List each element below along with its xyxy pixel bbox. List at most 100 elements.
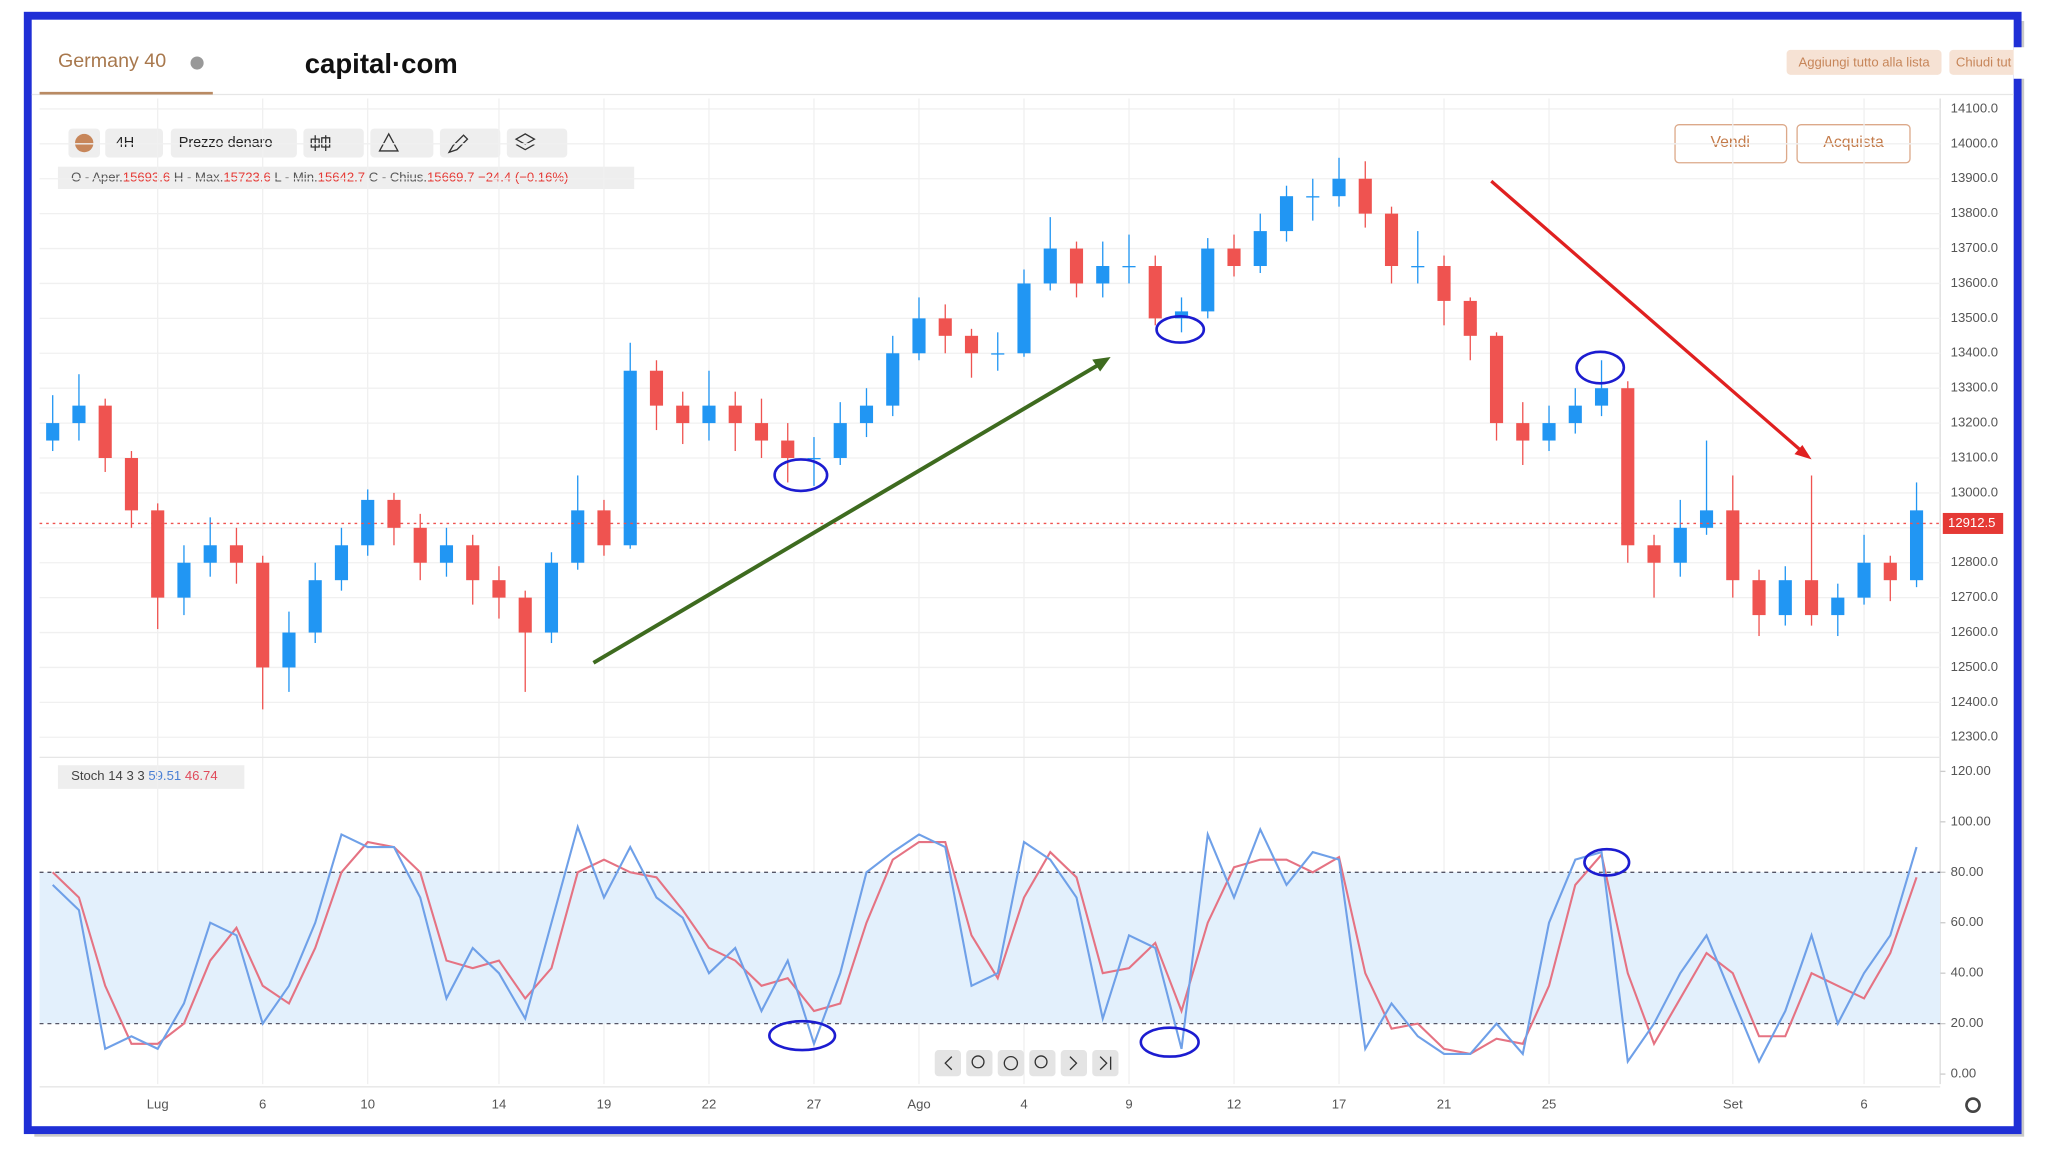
candle-body — [676, 405, 690, 424]
ohlc-label: O - Aper. — [71, 170, 123, 185]
ohlc-label: C - Chius. — [369, 170, 427, 185]
highlight-ellipse — [768, 1019, 837, 1052]
annotations — [592, 179, 1812, 1058]
x-tick-label: 25 — [1542, 1097, 1557, 1112]
candle-body — [1909, 510, 1924, 581]
draw-button[interactable] — [370, 128, 434, 158]
mask — [2013, 47, 2040, 79]
toolbar-icon — [514, 133, 536, 151]
candle-body — [649, 370, 664, 406]
nav-button[interactable] — [1092, 1050, 1119, 1077]
ohlc-info: O - Aper.15693.6 H - Max.15723.6 L - Min… — [71, 170, 568, 185]
candle-body — [1017, 283, 1031, 354]
candle-body — [177, 562, 191, 598]
candle-body — [1122, 266, 1136, 268]
x-tick-label: 9 — [1125, 1097, 1132, 1112]
ohlc-label: H - Max. — [174, 170, 224, 185]
y-tick-label: 120.00 — [1951, 763, 1991, 778]
stoch-k-value: 59.51 — [148, 769, 181, 784]
sell-label[interactable]: Vendi — [1710, 134, 1749, 151]
price-type-button[interactable] — [170, 128, 297, 158]
highlight-ellipse — [1155, 315, 1206, 344]
candle-body — [1043, 248, 1057, 284]
nav-icon — [1099, 1056, 1112, 1071]
nav-icon — [944, 1056, 953, 1071]
candle-body — [702, 405, 716, 424]
y-tick-label: 12700.0 — [1951, 589, 1998, 604]
zoom-in-button[interactable] — [1029, 1050, 1056, 1077]
trend-arrow-down — [1490, 179, 1805, 455]
candle-body — [1489, 335, 1504, 424]
candle-body — [1568, 405, 1582, 424]
candle-body — [1673, 527, 1687, 563]
y-tick-label: 12600.0 — [1951, 624, 1998, 639]
candle-body — [282, 632, 296, 668]
level-band — [39, 872, 1941, 1024]
candle-body — [334, 545, 349, 581]
candle-body — [1253, 231, 1267, 267]
ohlc-value: 15723.6 — [223, 170, 270, 185]
candle-body — [229, 545, 244, 563]
add-list-button[interactable] — [1786, 49, 1942, 75]
y-tick-label: 13900.0 — [1951, 170, 1998, 185]
x-tick-label: 10 — [360, 1097, 375, 1112]
price-type-label[interactable]: Prezzo denaro — [179, 135, 273, 151]
candle-body — [387, 499, 401, 528]
toolbar-icon — [378, 132, 400, 152]
x-tick-label: Lug — [147, 1097, 169, 1112]
buy-label[interactable]: Acquista — [1823, 134, 1884, 151]
candle-body — [1621, 388, 1635, 546]
close-button[interactable] — [1949, 49, 2029, 75]
candle-body — [1384, 213, 1399, 267]
y-tick-label: 12400.0 — [1951, 694, 1998, 709]
arrow-head — [1794, 444, 1812, 460]
y-tick-label: 40.00 — [1951, 965, 1984, 980]
settings-icon[interactable] — [1965, 1097, 1981, 1114]
candle-body — [361, 499, 375, 546]
zoom-out-button[interactable] — [966, 1050, 993, 1077]
candle-body — [754, 423, 769, 441]
interval-button[interactable] — [105, 128, 163, 158]
y-tick-label: 12300.0 — [1951, 729, 1998, 744]
candle-body — [439, 545, 454, 563]
x-tick-label: 27 — [807, 1097, 822, 1112]
chart-type-button[interactable] — [303, 128, 364, 158]
nav-icon — [971, 1055, 985, 1069]
x-tick-label: 6 — [259, 1097, 266, 1112]
nav-button[interactable] — [1060, 1050, 1088, 1077]
logo: capital·com — [305, 48, 458, 79]
tab-close[interactable] — [190, 56, 204, 70]
candle-body — [124, 458, 139, 511]
toolbar-icon — [75, 133, 94, 153]
candle-body — [1201, 248, 1215, 312]
y-tick-label: 14000.0 — [1951, 135, 1998, 150]
candle-body — [1437, 266, 1451, 301]
candle-body — [571, 510, 585, 563]
candle-body — [886, 353, 900, 406]
y-tick-label: 13500.0 — [1951, 310, 1998, 325]
candle-body — [1148, 266, 1162, 319]
highlight-ellipse — [1139, 1026, 1200, 1058]
candle-body — [728, 405, 742, 424]
highlight-ellipse — [773, 458, 829, 493]
x-tick-label: 21 — [1437, 1097, 1452, 1112]
candle-body — [833, 423, 847, 459]
interval-label[interactable]: 4H — [116, 135, 134, 151]
nav-button[interactable] — [934, 1050, 961, 1077]
pen-button[interactable] — [439, 128, 501, 158]
candle-body — [1778, 580, 1792, 616]
tab-title[interactable]: Germany 40 — [58, 50, 166, 72]
y-tick-label: 12500.0 — [1951, 659, 1998, 674]
ohlc-change: −24.4 (−0.16%) — [478, 170, 568, 185]
close-label[interactable]: Chiudi tut — [1956, 54, 2012, 69]
ohlc-value: 15642.7 — [318, 170, 365, 185]
layers-button[interactable] — [506, 128, 568, 158]
reset-button[interactable] — [997, 1050, 1024, 1077]
ohlc-label: L - Min. — [274, 170, 317, 185]
ohlc-value: 15693.6 — [123, 170, 170, 185]
x-tick-label: 4 — [1020, 1097, 1027, 1112]
candle-body — [859, 405, 874, 424]
add-list-label[interactable]: Aggiungi tutto alla lista — [1798, 54, 1930, 69]
